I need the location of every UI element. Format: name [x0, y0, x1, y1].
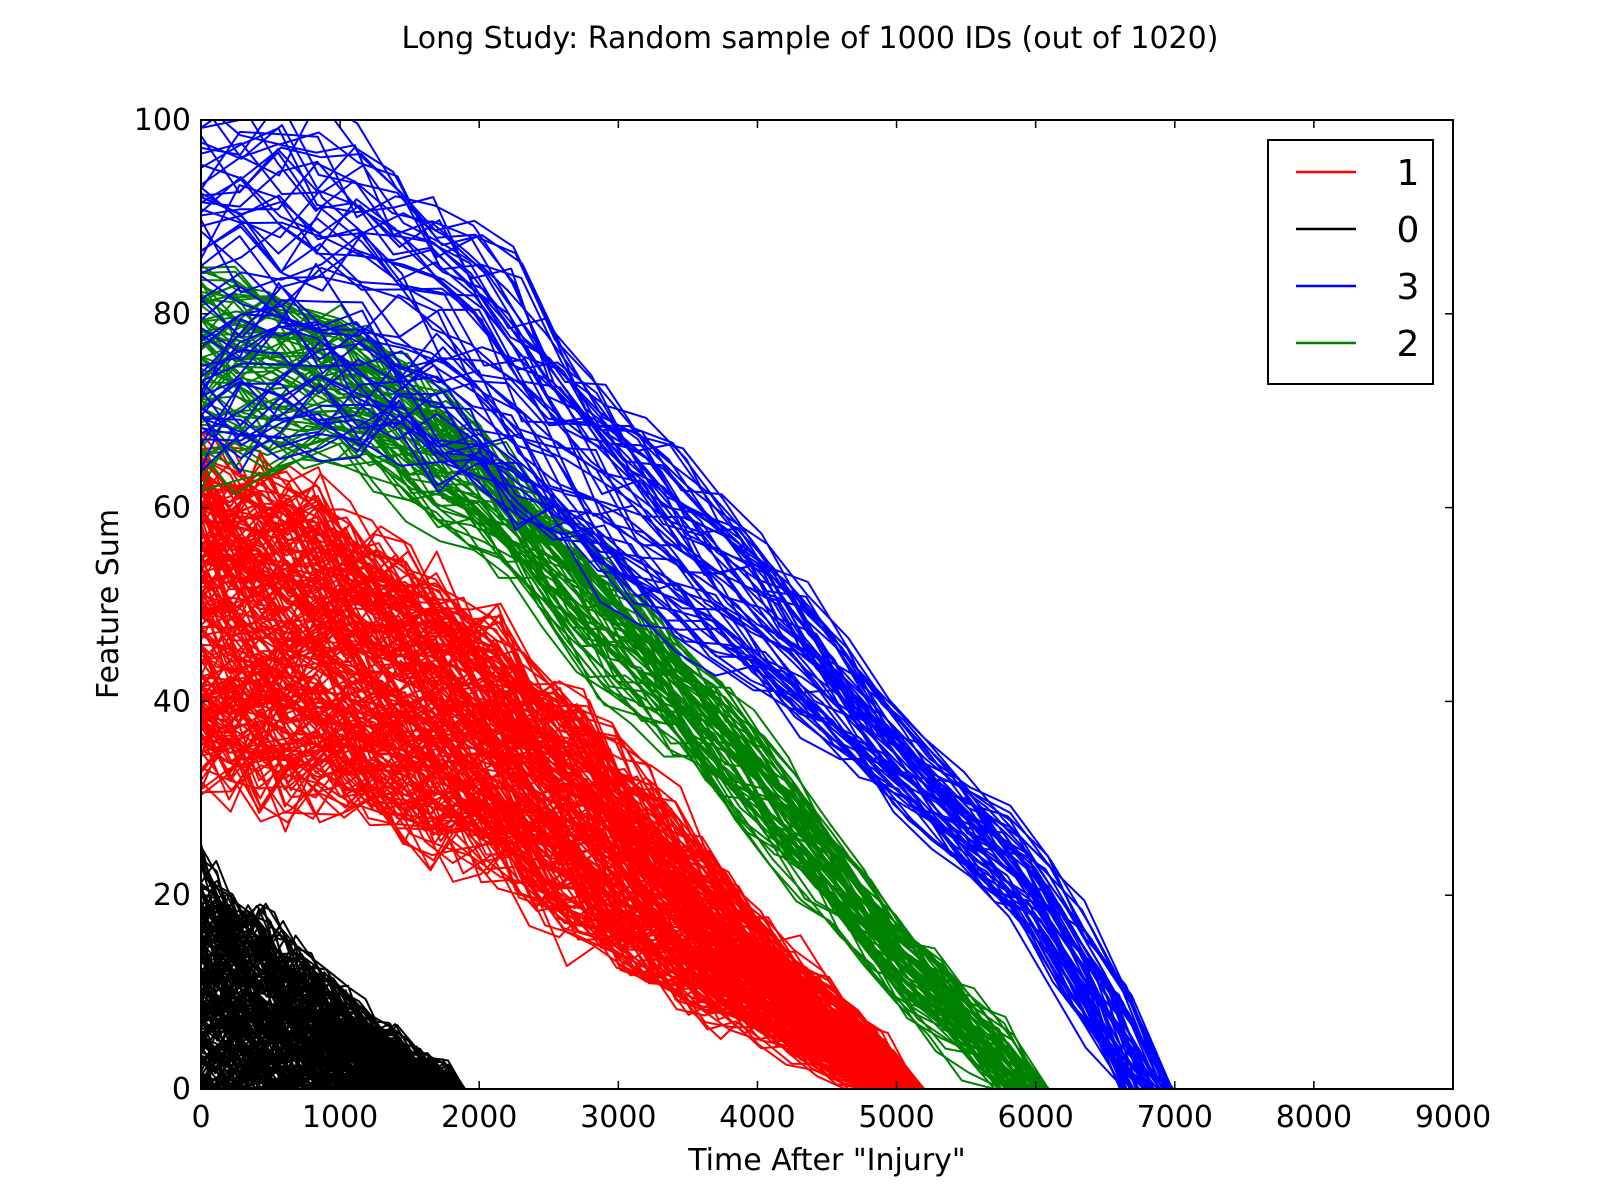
series-2-line: [201, 340, 1068, 1089]
series-1-line: [201, 737, 930, 1089]
series-3: [201, 120, 1215, 1089]
series-0-line: [201, 968, 501, 1089]
series-1-line: [201, 656, 942, 1089]
y-tick-label: 60: [153, 491, 191, 526]
series-3-line: [201, 298, 1210, 1089]
series-3-line: [201, 340, 1202, 1089]
plot-frame: [200, 119, 1454, 1090]
series-1-line: [201, 613, 938, 1089]
series-2-line: [201, 410, 1067, 1089]
series-1-line: [201, 629, 923, 1089]
y-tick-label: 20: [153, 878, 191, 913]
legend: 1 0 3 2: [1267, 139, 1434, 385]
series-1-line: [201, 460, 961, 1089]
x-tick-label: 4000: [719, 1100, 795, 1135]
series-3-line: [201, 130, 1178, 1089]
series-0-line: [201, 1030, 491, 1089]
series-1-line: [201, 476, 961, 1089]
x-tick-label: 9000: [1415, 1100, 1491, 1135]
chart-title: Long Study: Random sample of 1000 IDs (o…: [402, 21, 1219, 56]
series-0-line: [201, 998, 504, 1089]
series-1-line: [201, 693, 966, 1089]
legend-label: 0: [1397, 210, 1420, 251]
series-0-line: [201, 996, 486, 1089]
series-2-line: [201, 414, 1086, 1089]
series-2-line: [201, 409, 1052, 1089]
legend-entry-0: 0: [1296, 210, 1419, 251]
series-3-line: [201, 225, 1206, 1089]
series-3-line: [201, 313, 1185, 1089]
series-1-line: [201, 712, 964, 1089]
series-0-line: [201, 910, 503, 1089]
legend-label: 3: [1397, 267, 1420, 308]
series-1-line: [201, 588, 952, 1089]
y-axis-label: Feature Sum: [91, 509, 126, 699]
series-1-line: [201, 456, 947, 1089]
x-tick-label: 3000: [580, 1100, 656, 1135]
y-tick-label: 80: [153, 297, 191, 332]
series-1-line: [201, 499, 914, 1089]
series-3-line: [201, 400, 1194, 1089]
series-1-line: [201, 604, 965, 1089]
y-tick-label: 40: [153, 684, 191, 719]
series-3-line: [201, 262, 1163, 1089]
series-1-line: [201, 546, 956, 1089]
x-tick-label: 2000: [441, 1100, 517, 1135]
series-1-line: [201, 463, 949, 1089]
series-3-line: [201, 208, 1211, 1089]
legend-entry-1: 1: [1296, 153, 1419, 194]
series-3-line: [201, 374, 1173, 1089]
legend-label: 1: [1397, 153, 1420, 194]
series-1-line: [201, 489, 949, 1089]
series-1-line: [201, 703, 916, 1089]
series-2-line: [201, 330, 1069, 1089]
series-1-line: [201, 751, 962, 1089]
series-3-line: [201, 195, 1208, 1089]
series-3-line: [201, 394, 1190, 1089]
series-3-line: [201, 374, 1188, 1089]
series-1-line: [201, 733, 915, 1089]
series-1-line: [201, 615, 965, 1089]
y-tick-label: 0: [172, 1072, 191, 1107]
x-tick-label: 8000: [1276, 1100, 1352, 1135]
x-tick-label: 6000: [997, 1100, 1073, 1135]
legend-entry-3: 3: [1296, 267, 1419, 308]
series-2-line: [201, 407, 1053, 1089]
series-0-line: [201, 991, 505, 1089]
series-0-line: [201, 923, 463, 1089]
series-0-line: [201, 910, 468, 1089]
series-3-line: [201, 399, 1193, 1089]
series-1: [201, 411, 967, 1089]
series-1-line: [201, 760, 919, 1089]
x-tick-label: 5000: [858, 1100, 934, 1135]
series-1-line: [201, 717, 927, 1089]
series-2-line: [201, 372, 1055, 1089]
series-0-line: [201, 1036, 496, 1089]
x-tick-label: 7000: [1137, 1100, 1213, 1135]
y-tick-label: 100: [134, 103, 191, 138]
series-1-line: [201, 515, 930, 1089]
x-tick-label: 0: [191, 1100, 210, 1135]
series-3-line: [201, 318, 1195, 1089]
series-layer: [201, 120, 1215, 1089]
series-0-line: [201, 963, 453, 1089]
series-0-line: [201, 904, 502, 1089]
series-3-line: [201, 142, 1214, 1089]
series-3-line: [201, 192, 1172, 1089]
x-tick-label: 1000: [302, 1100, 378, 1135]
series-3-line: [201, 225, 1196, 1089]
ticks-layer: 0 1000 2000 3000 4000 5000 6000 7000 8000 9000020…: [134, 103, 1491, 1135]
series-0-line: [201, 897, 494, 1089]
legend-entry-2: 2: [1296, 324, 1419, 365]
series-3-line: [201, 120, 1185, 1089]
series-0-line: [201, 1018, 482, 1089]
series-0-line: [201, 936, 494, 1089]
x-axis-label: Time After "Injury": [687, 1143, 965, 1178]
series-1-line: [201, 624, 962, 1089]
series-3-line: [220, 120, 1187, 1089]
legend-label: 2: [1397, 324, 1420, 365]
series-0-line: [201, 1036, 468, 1089]
